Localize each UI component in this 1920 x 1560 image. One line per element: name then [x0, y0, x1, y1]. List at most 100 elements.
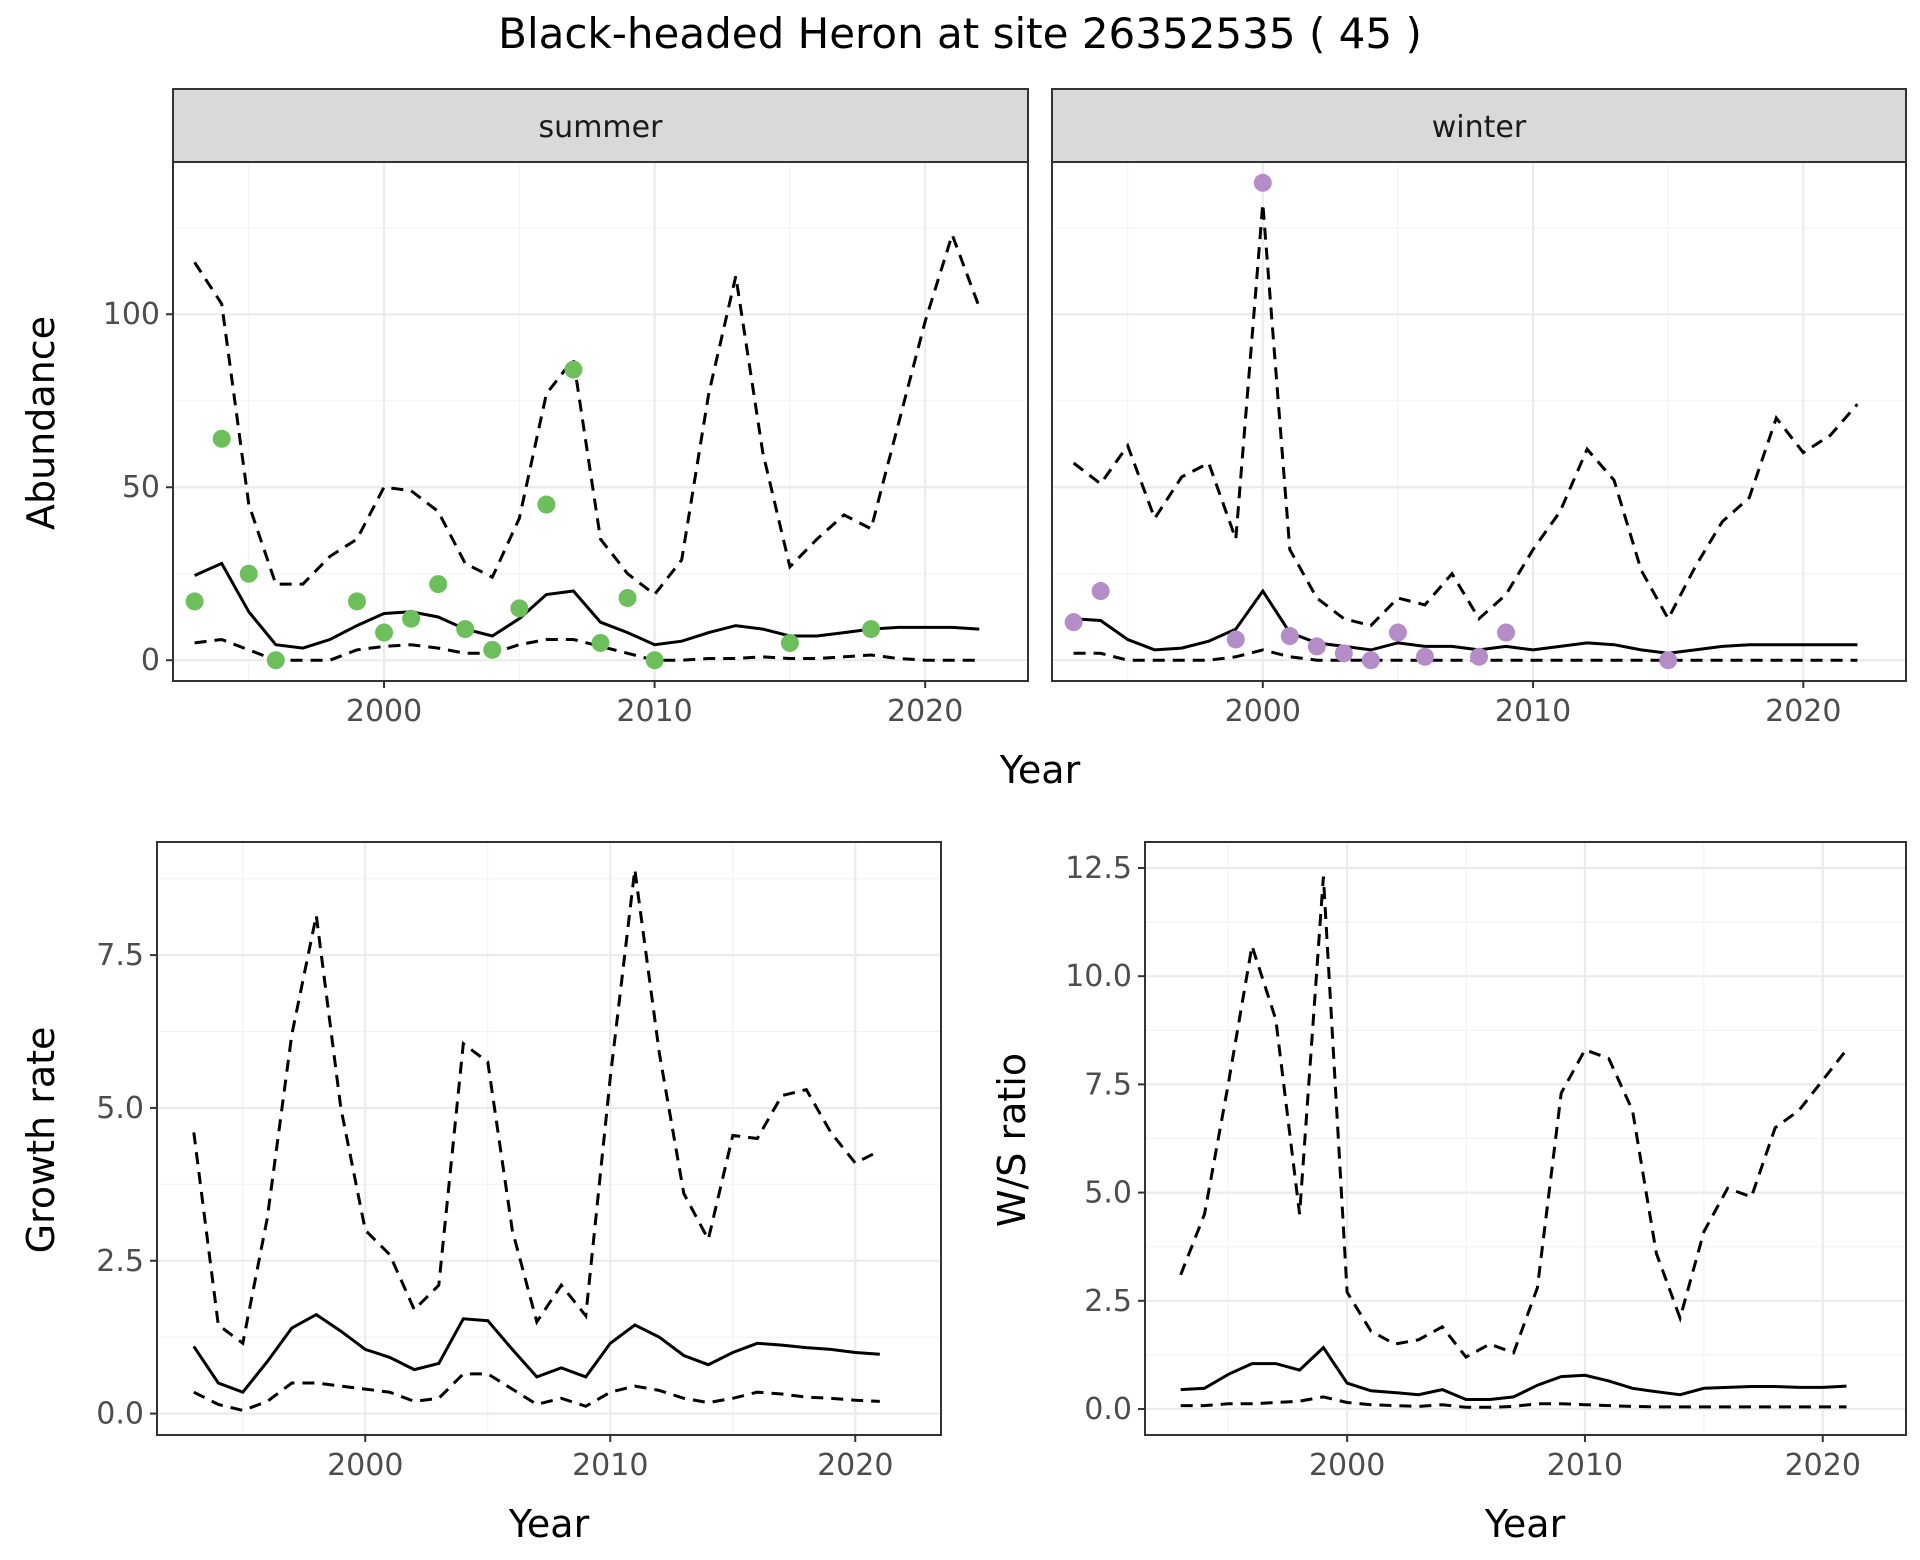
series-growth: [192, 869, 881, 1413]
abundance-x-axis-title: Year: [999, 748, 1081, 792]
y-tick-label: 7.5: [1084, 1067, 1132, 1102]
y-tick-label: 50: [122, 470, 160, 505]
y-tick-label: 7.5: [96, 938, 144, 973]
growth-lower-bound-line: [193, 1372, 880, 1413]
y-tick-label: 5.0: [96, 1091, 144, 1126]
y-tick-label: 0.0: [1084, 1392, 1132, 1427]
series-summer: [185, 230, 981, 670]
x-tick-label: 2010: [572, 1448, 648, 1483]
y-tick-label: 0.0: [96, 1397, 144, 1432]
x-tick-label: 2010: [616, 694, 692, 729]
y-axis-growth: 0.0 2.5 5.0 7.5: [96, 938, 157, 1432]
winter-observed-point: [1226, 630, 1245, 649]
winter-lower-bound-line: [1073, 648, 1858, 662]
summer-lower-bound-line: [194, 637, 980, 662]
summer-observed-point: [862, 620, 881, 639]
x-tick-label: 2020: [1785, 1448, 1861, 1483]
x-tick-label: 2010: [1547, 1448, 1623, 1483]
summer-observed-point: [618, 588, 637, 607]
panel-winter: winter 2000 2010 2020: [1051, 88, 1907, 729]
ws-y-axis-title: W/S ratio: [990, 1053, 1034, 1227]
x-tick-label: 2020: [1765, 694, 1841, 729]
summer-observed-point: [402, 609, 421, 628]
summer-observed-point: [266, 651, 285, 670]
x-axis-summer: 2000 2010 2020: [346, 681, 963, 729]
winter-mean-line: [1073, 588, 1858, 655]
summer-observed-point: [510, 599, 529, 618]
summer-observed-point: [780, 633, 799, 652]
series-winter: [1064, 173, 1859, 670]
winter-observed-point: [1280, 627, 1299, 646]
panel-ws-ratio: 0.0 2.5 5.0 7.5 10.0 12.5 2000 2010 2020: [1065, 841, 1907, 1483]
summer-observed-point: [212, 429, 231, 448]
winter-observed-point: [1659, 651, 1678, 670]
strip-label-winter: winter: [1432, 110, 1527, 145]
x-axis-winter: 2000 2010 2020: [1225, 681, 1841, 729]
grid-growth: [157, 842, 941, 1435]
strip-summer: [172, 88, 1029, 163]
summer-observed-point: [456, 620, 475, 639]
panel-border-ws: [1144, 841, 1907, 1436]
summer-observed-point: [239, 564, 258, 583]
y-tick-label: 5.0: [1084, 1176, 1132, 1211]
growth-upper-bound-line: [192, 869, 881, 1346]
summer-observed-point: [645, 651, 664, 670]
y-tick-label: 2.5: [96, 1244, 144, 1279]
winter-observed-point: [1470, 647, 1488, 666]
ws-upper-bound-line: [1179, 876, 1848, 1360]
summer-observed-point: [483, 640, 502, 659]
grid-winter: [1052, 162, 1906, 681]
winter-observed-point: [1064, 613, 1083, 632]
x-tick-label: 2020: [817, 1448, 893, 1483]
winter-observed-point: [1091, 582, 1110, 601]
growth-x-axis-title: Year: [508, 1502, 590, 1546]
x-tick-label: 2000: [1225, 694, 1301, 729]
winter-observed-point: [1307, 637, 1326, 656]
winter-observed-point: [1388, 623, 1407, 642]
winter-observed-point: [1497, 623, 1516, 642]
summer-observed-point: [537, 495, 556, 514]
ws-x-axis-title: Year: [1484, 1502, 1566, 1546]
ws-lower-bound-line: [1180, 1395, 1847, 1409]
winter-upper-bound-line: [1072, 203, 1859, 628]
panel-summer: summer 0 50 100 2000 2010 2020: [103, 88, 1029, 729]
winter-observed-point: [1415, 647, 1434, 666]
y-tick-label: 2.5: [1084, 1284, 1132, 1319]
x-tick-label: 2010: [1495, 694, 1571, 729]
summer-observed-point: [185, 592, 204, 611]
y-axis-ws: 0.0 2.5 5.0 7.5 10.0 12.5: [1065, 851, 1145, 1427]
x-tick-label: 2000: [1309, 1448, 1385, 1483]
winter-observed-point: [1361, 651, 1380, 670]
x-axis-growth: 2000 2010 2020: [327, 1435, 893, 1483]
panel-growth-rate: 0.0 2.5 5.0 7.5 2000 2010 2020: [96, 841, 942, 1483]
figure-title: Black-headed Heron at site 26352535 ( 45…: [498, 9, 1422, 58]
summer-observed-point: [375, 623, 394, 642]
strip-label-summer: summer: [539, 110, 664, 145]
x-tick-label: 2020: [887, 694, 963, 729]
x-axis-ws: 2000 2010 2020: [1309, 1435, 1861, 1483]
growth-y-axis-title: Growth rate: [19, 1027, 63, 1254]
ws-mean-line: [1180, 1345, 1847, 1401]
y-tick-label: 0: [141, 643, 160, 678]
x-tick-label: 2000: [327, 1448, 403, 1483]
panel-border-summer: [172, 161, 1029, 682]
x-tick-label: 2000: [346, 694, 422, 729]
summer-observed-point: [591, 633, 610, 652]
strip-winter: [1051, 88, 1907, 163]
summer-mean-line: [193, 561, 980, 650]
y-tick-label: 10.0: [1065, 959, 1132, 994]
winter-observed-point: [1334, 644, 1353, 663]
panel-border-winter: [1051, 161, 1907, 682]
growth-mean-line: [192, 1312, 880, 1394]
summer-observed-point: [564, 360, 583, 379]
y-tick-label: 12.5: [1065, 851, 1132, 886]
grid-ws: [1145, 842, 1906, 1435]
panel-border-growth: [156, 841, 942, 1436]
summer-observed-point: [429, 575, 448, 594]
winter-observed-point: [1253, 173, 1272, 192]
y-tick-label: 100: [103, 297, 160, 332]
y-axis-abundance: 0 50 100: [103, 297, 173, 678]
summer-observed-point: [347, 592, 366, 611]
summer-upper-bound-line: [193, 230, 981, 597]
